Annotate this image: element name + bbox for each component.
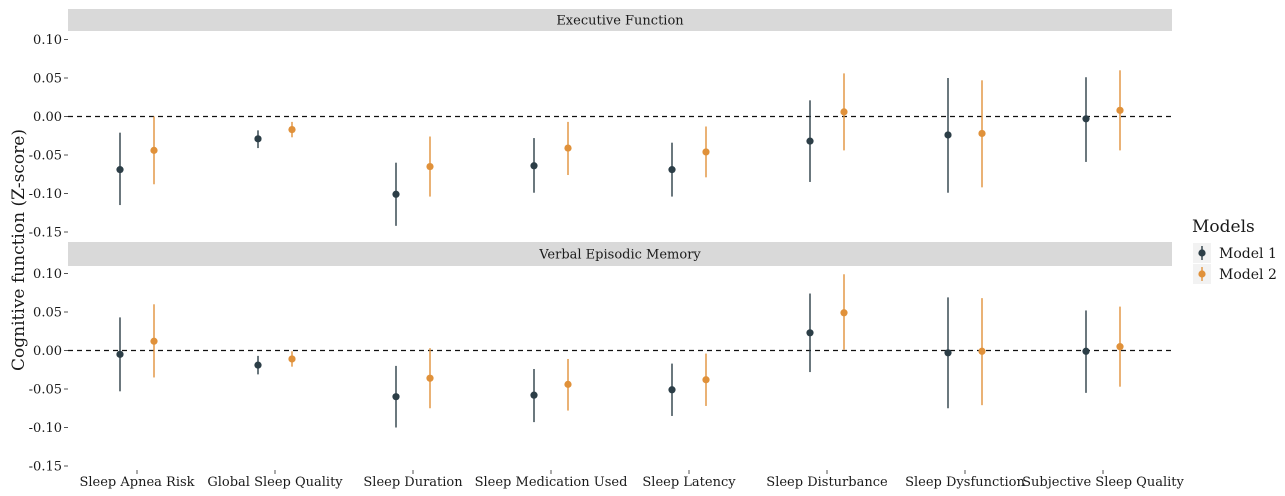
point-model-1 (1082, 115, 1090, 123)
x-category-label: Sleep Duration (363, 475, 463, 490)
legend-key-point (1198, 270, 1206, 278)
point-model-2 (288, 125, 296, 134)
point-model-1 (806, 137, 814, 145)
y-tick-label: 0.00 (33, 344, 62, 359)
point-model-2 (702, 148, 710, 156)
point-model-1 (392, 393, 400, 401)
point-model-2 (840, 108, 848, 116)
point-model-2 (978, 347, 986, 355)
point-model-1 (254, 361, 262, 369)
facet-strip-title: Verbal Episodic Memory (538, 248, 701, 263)
y-axis-title: Cognitive function (Z-score) (9, 129, 29, 371)
point-model-2 (150, 337, 158, 345)
facet-strip-background (68, 9, 1172, 31)
legend-item-label: Model 1 (1219, 246, 1277, 262)
point-model-2 (426, 374, 434, 382)
point-model-2 (702, 376, 710, 384)
y-tick-label: -0.10 (29, 421, 62, 436)
y-tick-label: 0.10 (33, 33, 62, 48)
point-model-2 (150, 146, 158, 154)
y-tick-label: -0.15 (29, 460, 62, 475)
point-model-2 (288, 355, 296, 363)
point-model-1 (530, 162, 538, 170)
point-model-1 (668, 386, 676, 394)
point-model-2 (426, 162, 434, 171)
point-model-2 (840, 309, 848, 317)
point-model-2 (1116, 343, 1124, 351)
x-category-label: Global Sleep Quality (207, 475, 343, 490)
x-category-label: Sleep Dysfunction (905, 475, 1025, 490)
y-tick-label: 0.00 (33, 110, 62, 125)
legend-key-point (1198, 249, 1206, 257)
x-category-label: Sleep Disturbance (766, 475, 888, 490)
point-model-1 (392, 190, 400, 198)
legend-item-label: Model 2 (1219, 267, 1277, 283)
x-category-label: Sleep Medication Used (475, 475, 628, 490)
point-model-1 (116, 350, 124, 358)
legend-title: Models (1192, 217, 1255, 237)
y-tick-label: 0.10 (33, 267, 62, 282)
y-tick-label: -0.05 (29, 383, 62, 398)
x-category-label: Subjective Sleep Quality (1022, 475, 1184, 490)
point-model-2 (978, 129, 986, 138)
point-model-1 (530, 391, 538, 399)
y-tick-label: -0.05 (29, 149, 62, 164)
point-model-1 (944, 131, 952, 139)
y-tick-label: -0.15 (29, 226, 62, 241)
point-model-2 (564, 144, 572, 152)
point-model-1 (668, 166, 676, 174)
x-category-label: Sleep Latency (642, 475, 736, 490)
point-model-2 (564, 380, 572, 388)
point-model-1 (116, 166, 124, 174)
y-tick-label: -0.10 (29, 187, 62, 202)
facet-strip-background (68, 242, 1172, 266)
y-tick-label: 0.05 (33, 306, 62, 321)
y-tick-label: 0.05 (33, 72, 62, 87)
point-model-2 (1116, 106, 1124, 114)
point-model-1 (254, 135, 262, 143)
point-model-1 (806, 329, 814, 337)
facet-strip-title: Executive Function (556, 14, 684, 29)
x-category-label: Sleep Apnea Risk (79, 475, 194, 490)
point-model-1 (944, 349, 952, 357)
point-model-1 (1082, 347, 1090, 355)
